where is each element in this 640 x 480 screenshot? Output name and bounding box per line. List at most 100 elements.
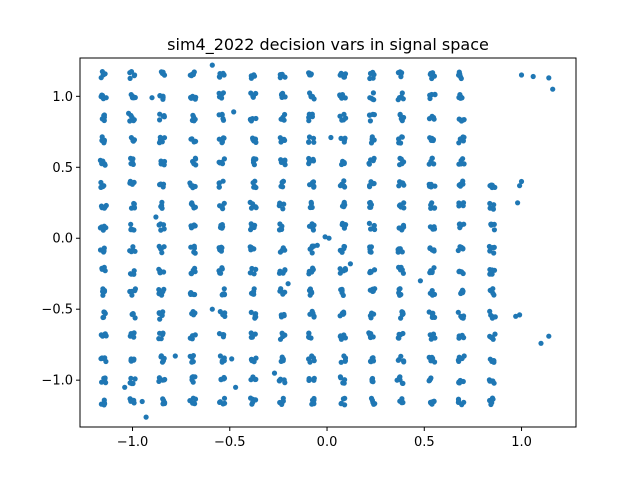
scatter-point: [341, 246, 347, 252]
scatter-point: [219, 139, 225, 145]
scatter-point: [457, 183, 463, 189]
y-tick-label: −1.0: [41, 374, 73, 389]
scatter-point: [280, 331, 286, 337]
scatter-point: [221, 375, 228, 381]
scatter-point: [371, 155, 377, 161]
scatter-point: [310, 227, 316, 233]
scatter-point: [339, 117, 345, 123]
scatter-point: [160, 96, 166, 102]
scatter-point: [216, 184, 222, 190]
scatter-point: [129, 292, 135, 298]
scatter-point: [314, 242, 320, 248]
scatter-point: [458, 244, 465, 250]
scatter-point: [488, 221, 494, 227]
scatter-point: [308, 199, 314, 205]
scatter-point: [368, 204, 374, 210]
scatter-point: [131, 73, 137, 79]
scatter-point: [126, 110, 132, 116]
data-points: [97, 62, 556, 420]
scatter-point: [401, 359, 407, 365]
chart-title: sim4_2022 decision vars in signal space: [167, 35, 489, 55]
scatter-point: [369, 378, 375, 384]
scatter-point: [220, 334, 226, 340]
scatter-point: [372, 226, 378, 233]
scatter-point: [219, 266, 225, 272]
scatter-point: [342, 377, 348, 383]
scatter-point: [281, 117, 287, 123]
scatter-point: [132, 376, 138, 382]
scatter-point: [277, 135, 283, 141]
scatter-point: [337, 266, 343, 272]
scatter-point: [160, 358, 166, 364]
scatter-point: [432, 335, 438, 341]
scatter-point: [538, 340, 544, 346]
scatter-point: [188, 136, 194, 142]
scatter-point: [280, 358, 286, 364]
scatter-point: [487, 378, 493, 384]
scatter-point: [530, 73, 536, 80]
scatter-point: [370, 355, 376, 361]
scatter-point: [253, 115, 259, 122]
scatter-point: [459, 355, 465, 362]
scatter-point: [396, 246, 402, 252]
scatter-point: [160, 181, 167, 187]
scatter-point: [128, 92, 134, 98]
scatter-point: [128, 227, 134, 233]
scatter-point: [220, 178, 226, 184]
scatter-point: [127, 75, 133, 81]
scatter-point: [427, 270, 433, 276]
scatter-point: [399, 90, 405, 96]
scatter-point: [491, 227, 497, 233]
scatter-point: [309, 397, 316, 403]
scatter-point: [249, 265, 255, 272]
scatter-point: [221, 355, 227, 361]
scatter-point: [341, 160, 347, 167]
scatter-point: [282, 289, 288, 295]
scatter-point: [159, 199, 165, 205]
scatter-point: [188, 182, 194, 189]
scatter-point: [426, 378, 432, 384]
scatter-point: [491, 358, 497, 364]
scatter-point: [192, 332, 198, 338]
scatter-point: [417, 278, 423, 284]
scatter-point: [487, 200, 493, 207]
scatter-point: [247, 117, 254, 123]
scatter-point: [347, 261, 353, 267]
scatter-point: [282, 158, 288, 164]
scatter-point: [338, 333, 344, 339]
scatter-point: [220, 90, 226, 96]
scatter-point: [367, 75, 373, 82]
scatter-point: [310, 156, 316, 162]
scatter-point: [395, 70, 401, 76]
scatter-point: [429, 312, 436, 318]
scatter-point: [456, 380, 462, 386]
scatter-point: [100, 96, 106, 102]
scatter-point: [160, 397, 167, 403]
scatter-point: [428, 205, 434, 211]
scatter-point: [306, 334, 312, 340]
scatter-point: [306, 159, 312, 165]
scatter-point: [161, 244, 167, 250]
scatter-point: [370, 111, 376, 117]
scatter-point: [399, 249, 405, 255]
scatter-point: [307, 182, 313, 188]
scatter-point: [162, 376, 168, 383]
scatter-point: [102, 162, 108, 168]
scatter-point: [431, 226, 438, 232]
scatter-point: [458, 95, 464, 101]
scatter-point: [217, 74, 223, 80]
scatter-point: [101, 314, 107, 320]
scatter-point: [461, 399, 467, 405]
scatter-point: [281, 201, 287, 207]
scatter-point: [192, 374, 198, 380]
scatter-point: [458, 75, 464, 82]
scatter-point: [280, 395, 286, 401]
scatter-point: [250, 332, 256, 338]
scatter-point: [139, 398, 145, 405]
plot-frame: [79, 57, 577, 428]
scatter-point: [156, 310, 162, 316]
scatter-point: [371, 72, 377, 78]
scatter-point: [101, 223, 107, 229]
scatter-point: [221, 395, 228, 401]
